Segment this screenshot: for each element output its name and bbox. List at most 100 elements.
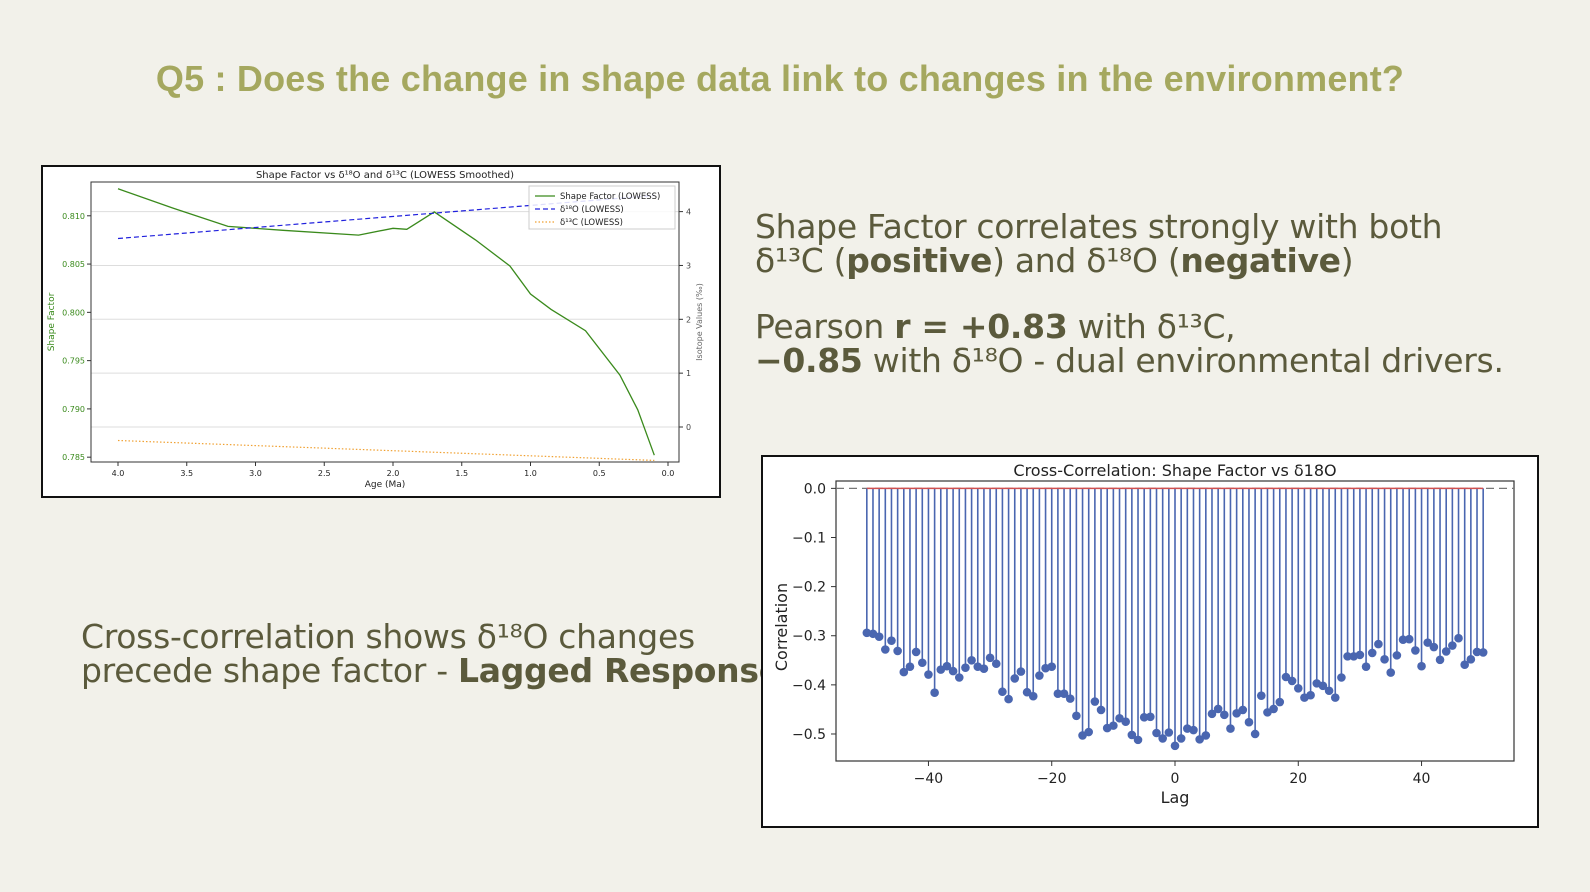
stem-marker	[1133, 735, 1143, 745]
stem-marker	[1053, 689, 1063, 699]
stem-marker	[1472, 647, 1482, 657]
stem-marker	[1417, 661, 1426, 671]
x-tick-label: −40	[914, 771, 944, 787]
stem-marker	[1016, 667, 1026, 676]
stem-marker	[887, 636, 896, 645]
lowess-chart-svg: Shape Factor vs δ¹⁸O and δ¹³C (LOWESS Sm…	[47, 170, 704, 490]
statement-lag-line2: precede shape factor - Lagged Response	[81, 654, 781, 688]
series-line-2	[117, 439, 655, 461]
stem-marker	[1330, 693, 1340, 702]
stem-marker	[1478, 648, 1488, 657]
x-tick-label: 40	[1413, 771, 1431, 787]
pearson-r-o18: −0.85	[755, 341, 863, 380]
stem-marker	[1090, 697, 1100, 706]
stem-marker	[1238, 705, 1248, 715]
y-tick-label: −0.1	[792, 530, 826, 546]
y-tick-label: −0.4	[792, 678, 826, 694]
stem-marker	[1337, 673, 1346, 682]
stem-marker	[1127, 730, 1137, 740]
stem-marker	[893, 646, 902, 656]
y-tick-label: −0.5	[792, 727, 826, 743]
stem-marker	[1096, 705, 1106, 715]
statement-text: Pearson	[755, 307, 895, 346]
crosscorr-chart: Cross-Correlation: Shape Factor vs δ18O −…	[761, 455, 1539, 828]
chart-title: Shape Factor vs δ¹⁸O and δ¹³C (LOWESS Sm…	[256, 170, 514, 181]
y-tick-label: −0.2	[792, 580, 826, 596]
stem-marker	[881, 645, 890, 654]
stem-marker	[1448, 641, 1457, 650]
stem-marker	[1429, 642, 1439, 652]
stem-marker	[1121, 717, 1130, 727]
x-tick-label: 0.5	[593, 469, 606, 478]
stem-marker	[1084, 727, 1094, 737]
statement-pearson: Pearson r = +0.83 with δ¹³C, −0.85 with …	[755, 310, 1555, 378]
stem-marker	[961, 663, 970, 672]
y-tick-label: 0.790	[62, 405, 85, 414]
stem-marker	[1139, 712, 1149, 722]
stem-marker	[1269, 704, 1278, 714]
stem-marker	[1109, 721, 1118, 730]
stem-marker	[1170, 741, 1180, 751]
stem-marker	[1004, 694, 1013, 704]
y2-tick-label: 1	[686, 369, 691, 378]
stem-marker	[991, 659, 1001, 669]
y-tick-label: 0.0	[804, 481, 826, 497]
stem-marker	[1022, 687, 1032, 697]
stem-marker	[1146, 712, 1155, 722]
stem-marker	[899, 667, 909, 677]
chart-title: Cross-Correlation: Shape Factor vs δ18O	[1013, 461, 1336, 480]
stem-marker	[1213, 704, 1223, 714]
statement-lag-line1: Cross-correlation shows δ¹⁸O changes	[81, 617, 695, 656]
positive-label: positive	[846, 241, 993, 280]
negative-label: negative	[1180, 241, 1341, 280]
stem-marker	[1324, 686, 1334, 696]
stem-marker	[1466, 655, 1476, 664]
stem-marker	[1380, 655, 1389, 664]
x-tick-label: −20	[1037, 771, 1067, 787]
x-tick-label: 20	[1289, 771, 1307, 787]
stem-marker	[1195, 735, 1204, 744]
stem-marker	[1035, 671, 1044, 680]
y-tick-label: 0.800	[62, 308, 85, 317]
stem-marker	[1398, 635, 1408, 644]
series-line-0	[117, 188, 655, 456]
x-tick-label: 3.5	[180, 469, 193, 478]
stem-marker	[1361, 662, 1371, 671]
stem-marker	[1355, 650, 1365, 660]
statement-correlation-line2: δ¹³C (positive) and δ¹⁸O (negative)	[755, 244, 1515, 278]
stem-marker	[1318, 681, 1328, 691]
y2-tick-label: 4	[686, 208, 691, 217]
statement-correlation-line1: Shape Factor correlates strongly with bo…	[755, 207, 1443, 246]
stem-marker	[1275, 697, 1285, 707]
x-tick-label: 1.5	[455, 469, 468, 478]
stem-marker	[1386, 668, 1396, 677]
statement-text: )	[1340, 241, 1354, 280]
y2-axis-label: Isotope Values (‰)	[695, 283, 704, 361]
x-tick-label: 1.0	[524, 469, 537, 478]
stem-marker	[967, 655, 976, 665]
x-tick-label: 4.0	[112, 469, 125, 478]
stem-marker	[1065, 694, 1075, 703]
stem-marker	[1176, 734, 1186, 743]
stem-marker	[1201, 731, 1211, 740]
legend-label: Shape Factor (LOWESS)	[560, 192, 660, 202]
stem-marker	[1028, 691, 1038, 701]
stem-marker	[1441, 647, 1451, 656]
y-tick-label: 0.810	[62, 212, 85, 221]
stem-marker	[1392, 651, 1402, 660]
stem-marker	[1404, 634, 1414, 644]
lagged-response-label: Lagged Response	[458, 651, 781, 690]
stem-marker	[1287, 676, 1297, 686]
stem-marker	[1435, 655, 1445, 665]
stem-marker	[924, 670, 933, 679]
stem-marker	[979, 664, 989, 673]
stem-marker	[1189, 725, 1198, 735]
stem-marker	[985, 653, 995, 663]
y-axis-label: Correlation	[772, 583, 791, 671]
stem-marker	[874, 632, 884, 642]
stem-marker	[930, 688, 939, 698]
stem-marker	[1293, 683, 1303, 693]
x-tick-label: 3.0	[249, 469, 262, 478]
stem-marker	[1158, 734, 1167, 743]
stem-marker	[948, 666, 958, 676]
